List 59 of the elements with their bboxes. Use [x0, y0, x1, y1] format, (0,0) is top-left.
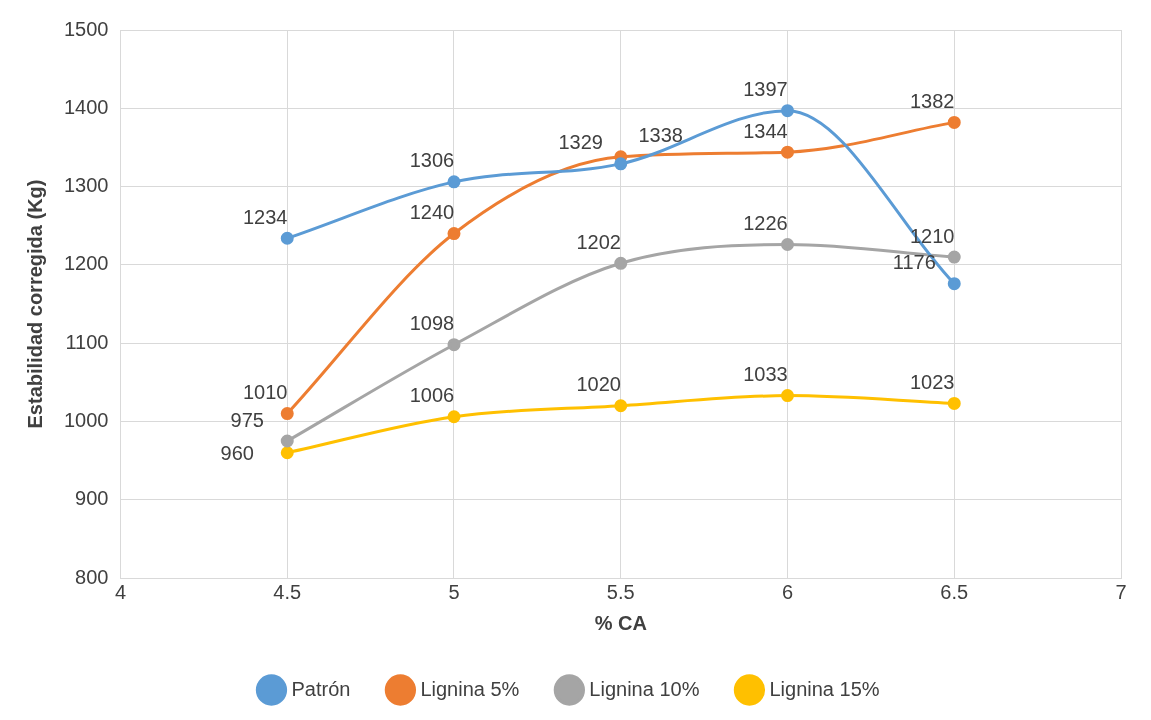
point [947, 396, 961, 410]
data-label: 1234 [242, 205, 288, 228]
y-tick-label: 1500 [63, 17, 109, 40]
data-label: 1226 [743, 212, 788, 235]
data-label: 1306 [409, 149, 455, 172]
point [280, 446, 294, 460]
y-tick-label: 900 [75, 487, 109, 510]
data-label: 1176 [892, 251, 936, 274]
point [280, 407, 294, 421]
y-tick-label: 1400 [63, 95, 109, 118]
legend-label: Lignina 15% [769, 677, 880, 700]
point [781, 104, 794, 118]
data-label: 1006 [409, 384, 455, 407]
data-label: 960 [220, 442, 254, 465]
x-tick-label: 4 [114, 580, 127, 603]
x-tick-label: 6.5 [940, 580, 969, 603]
point [280, 231, 294, 245]
point [781, 145, 794, 159]
point [614, 256, 628, 270]
x-tick-label: 5 [448, 580, 460, 603]
x-tick-label: 7 [1115, 580, 1127, 603]
data-label: 1033 [743, 363, 788, 386]
point [614, 157, 628, 171]
data-label: 1098 [409, 312, 455, 335]
point [947, 115, 961, 129]
point [447, 175, 461, 189]
legend-label: Patrón [291, 677, 351, 700]
data-label: 1397 [743, 78, 788, 101]
x-tick-label: 4.5 [273, 580, 302, 603]
data-label: 1010 [242, 381, 288, 404]
x-tick-label: 5.5 [606, 580, 635, 603]
y-tick-label: 1300 [63, 174, 109, 197]
point [447, 410, 461, 424]
data-label: 1338 [638, 124, 683, 147]
data-label: 1329 [558, 131, 603, 154]
y-axis-title: Estabilidad corregida (Kg) [23, 179, 46, 429]
x-axis-title: % CA [594, 611, 647, 634]
y-tick-label: 1100 [65, 330, 109, 353]
data-label: 1020 [576, 373, 621, 396]
point [781, 238, 794, 251]
y-tick-label: 1200 [63, 252, 109, 275]
point [614, 399, 628, 413]
x-tick-label: 6 [781, 580, 794, 603]
point [947, 250, 961, 264]
point [447, 338, 461, 352]
point [781, 389, 794, 403]
data-label: 1240 [409, 201, 455, 224]
data-label: 975 [230, 408, 264, 431]
data-label: 1202 [576, 230, 621, 253]
point [947, 277, 961, 291]
point [280, 434, 294, 448]
data-label: 1023 [910, 370, 955, 393]
legend-label: Lignina 5% [420, 677, 520, 700]
point [447, 227, 461, 241]
legend-label: Lignina 10% [589, 677, 700, 700]
y-tick-label: 1000 [63, 408, 109, 431]
y-tick-label: 800 [75, 565, 109, 588]
data-label: 1344 [743, 119, 788, 142]
data-label: 1382 [910, 89, 955, 112]
